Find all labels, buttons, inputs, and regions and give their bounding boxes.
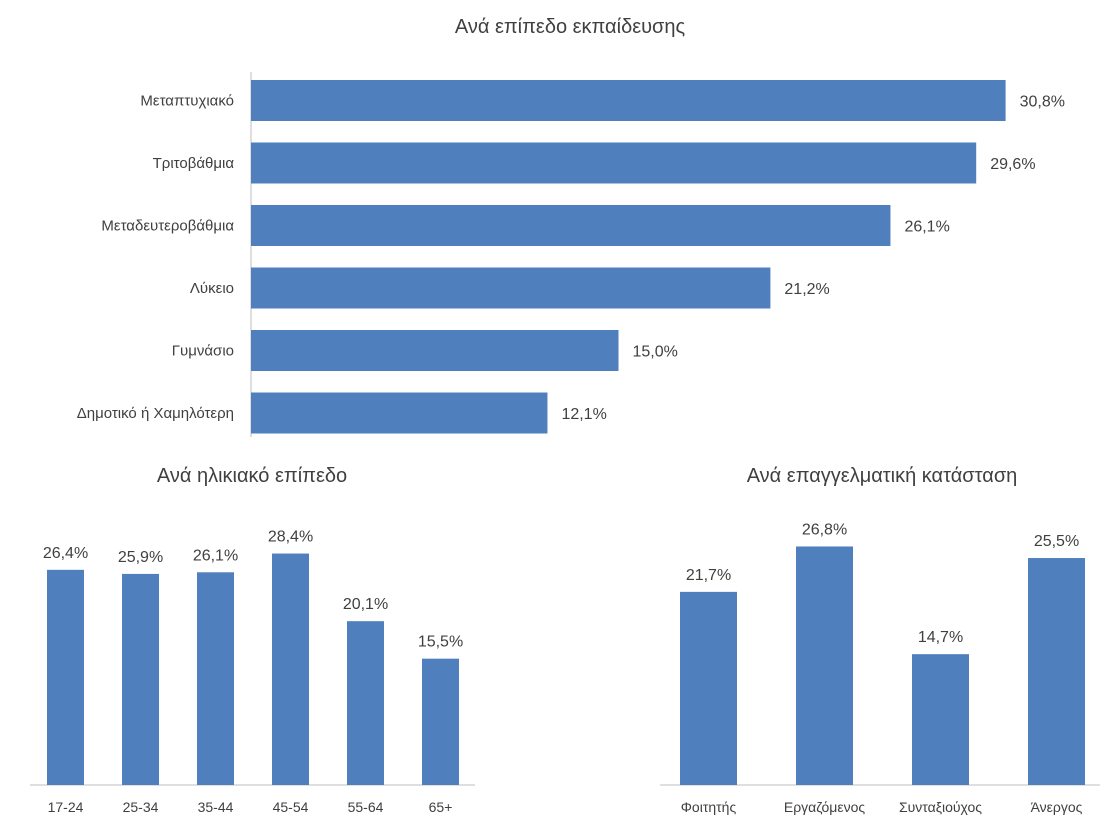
age-category-label: 45-54	[273, 799, 309, 815]
employment-value-label: 14,7%	[918, 629, 963, 646]
education-category-label: Μεταδευτεροβάθμια	[101, 218, 234, 235]
education-value-label: 21,2%	[784, 281, 829, 298]
education-bar-chart: Ανά επίπεδο εκπαίδευσης Μεταπτυχιακό 30,8…	[77, 16, 1065, 437]
education-value-label: 29,6%	[990, 156, 1035, 173]
age-category-label: 35-44	[198, 799, 234, 815]
employment-chart-title: Ανά επαγγελματική κατάσταση	[747, 465, 1018, 487]
employment-value-label: 21,7%	[686, 567, 731, 584]
age-category-label: 65+	[429, 799, 453, 815]
age-value-label: 20,1%	[343, 596, 388, 613]
employment-bar	[912, 654, 969, 785]
education-value-label: 15,0%	[633, 344, 678, 361]
education-category-label: Τριτοβάθμια	[153, 155, 235, 172]
age-bar	[47, 569, 84, 785]
age-chart-title: Ανά ηλικιακό επίπεδο	[157, 465, 347, 487]
age-category-label: 25-34	[123, 799, 159, 815]
education-category-label: Μεταπτυχιακό	[140, 93, 234, 110]
education-bar	[251, 142, 977, 184]
age-value-label: 26,1%	[193, 547, 238, 564]
education-category-label: Γυμνάσιο	[172, 343, 234, 360]
employment-bar	[1028, 558, 1085, 785]
age-value-label: 28,4%	[268, 529, 313, 546]
employment-value-label: 26,8%	[802, 521, 847, 538]
education-category-label: Λύκειο	[190, 280, 234, 297]
employment-value-label: 25,5%	[1034, 533, 1079, 550]
age-bar	[422, 658, 459, 785]
age-bar	[197, 572, 234, 785]
employment-bar	[796, 546, 853, 785]
age-value-label: 15,5%	[418, 634, 463, 651]
education-value-label: 26,1%	[904, 219, 949, 236]
age-value-label: 25,9%	[118, 549, 163, 566]
age-bar	[347, 621, 384, 785]
education-value-label: 30,8%	[1020, 94, 1065, 111]
age-category-label: 55-64	[348, 799, 384, 815]
age-bar-chart: Ανά ηλικιακό επίπεδο 26,4% 17-24 25,9% 25-3…	[30, 465, 475, 815]
education-bar	[251, 80, 1006, 121]
employment-category-label: Φοιτητής	[681, 799, 737, 815]
employment-category-label: Συνταξιούχος	[899, 799, 982, 815]
education-bar	[251, 267, 771, 309]
employment-category-label: Άνεργος	[1031, 799, 1083, 815]
education-value-label: 12,1%	[561, 406, 606, 423]
education-category-label: Δημοτικό ή Χαμηλότερη	[77, 405, 234, 422]
employment-bar-chart: Ανά επαγγελματική κατάσταση 21,7% Φοιτητή…	[660, 465, 1100, 815]
employment-category-label: Εργαζόμενος	[784, 799, 866, 815]
age-value-label: 26,4%	[43, 545, 88, 562]
employment-bar	[680, 591, 737, 785]
age-category-label: 17-24	[48, 799, 84, 815]
education-bar	[251, 330, 619, 371]
education-bar	[251, 205, 891, 246]
education-bar	[251, 392, 548, 434]
age-bar	[122, 573, 159, 785]
age-bar	[272, 553, 309, 785]
education-chart-title: Ανά επίπεδο εκπαίδευσης	[455, 16, 686, 38]
